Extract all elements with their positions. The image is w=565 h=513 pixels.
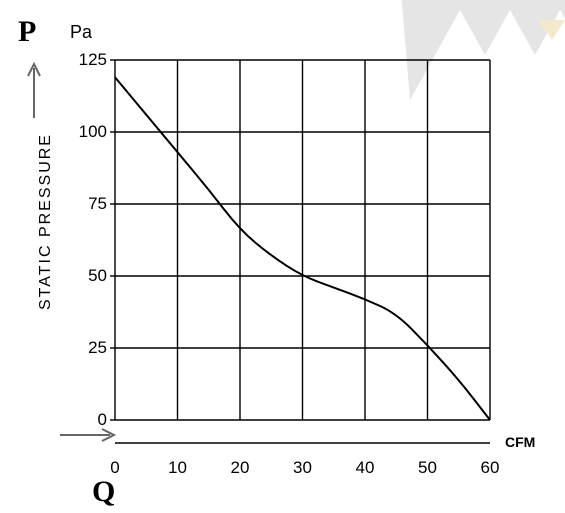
x-unit-label: CFM xyxy=(505,434,535,450)
pressure-flow-plot xyxy=(110,55,505,445)
y-unit-label: Pa xyxy=(70,22,92,43)
x-tick-label: 10 xyxy=(163,458,193,478)
y-tick-label: 25 xyxy=(75,338,107,358)
y-tick-label: 100 xyxy=(75,122,107,142)
axis-letter-q: Q xyxy=(92,475,115,509)
x-tick-label: 0 xyxy=(100,458,130,478)
x-tick-label: 30 xyxy=(288,458,318,478)
y-direction-arrow xyxy=(24,60,44,120)
x-tick-label: 50 xyxy=(413,458,443,478)
x-axis-baseline xyxy=(115,440,495,446)
y-tick-label: 75 xyxy=(75,194,107,214)
y-axis-label: STATIC PRESSURE xyxy=(37,133,55,310)
y-tick-label: 125 xyxy=(75,50,107,70)
y-tick-label: 50 xyxy=(75,266,107,286)
x-tick-label: 60 xyxy=(475,458,505,478)
chart-container: P Pa STATIC PRESSURE CFM Q 0255075100125… xyxy=(0,0,565,513)
axis-letter-p: P xyxy=(18,15,36,49)
x-tick-label: 40 xyxy=(350,458,380,478)
y-tick-label: 0 xyxy=(75,410,107,430)
x-tick-label: 20 xyxy=(225,458,255,478)
